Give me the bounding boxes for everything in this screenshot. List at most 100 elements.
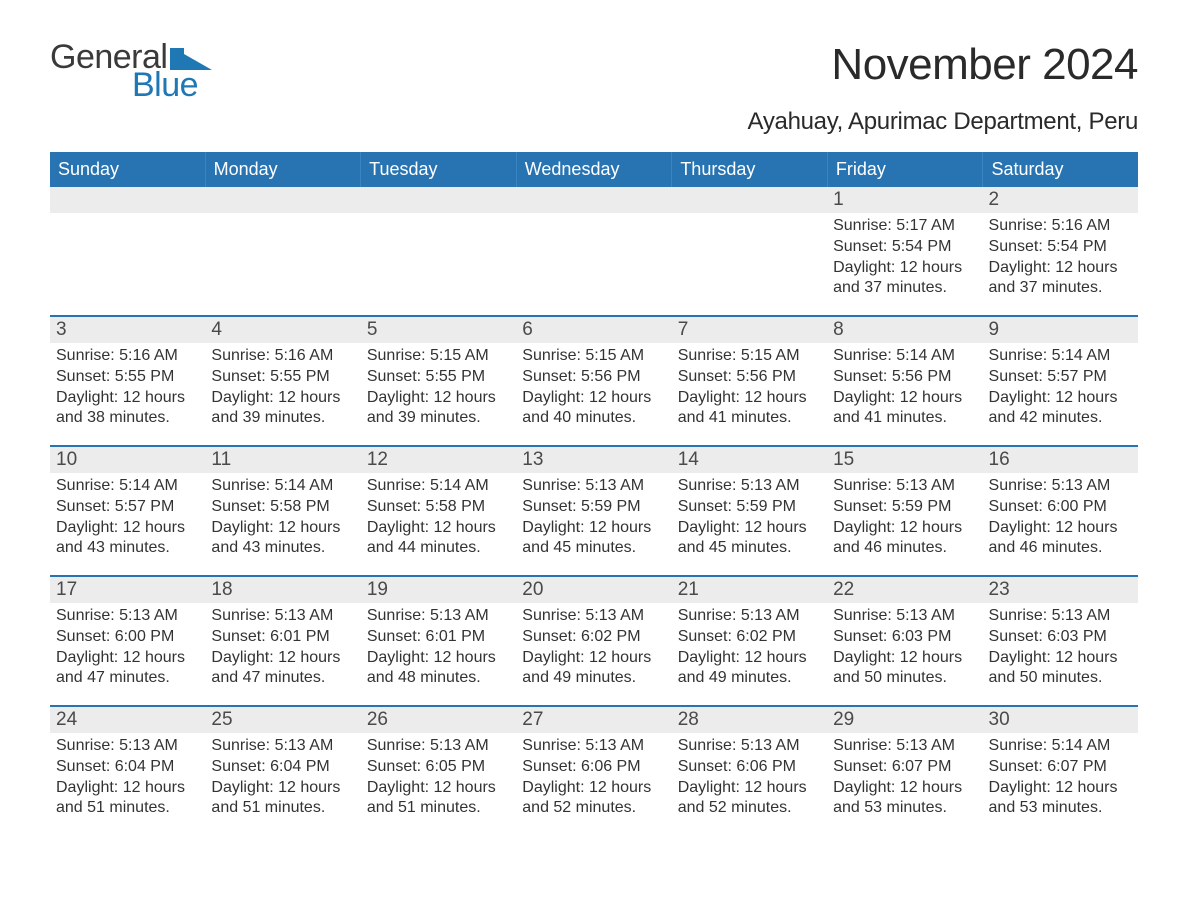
day-cell bbox=[205, 187, 360, 315]
day-info-line: and 48 minutes. bbox=[367, 668, 510, 689]
weekday-header: Thursday bbox=[672, 152, 828, 187]
day-info-line: Daylight: 12 hours bbox=[833, 778, 976, 799]
week-row: 1Sunrise: 5:17 AMSunset: 5:54 PMDaylight… bbox=[50, 187, 1138, 315]
day-cell: 6Sunrise: 5:15 AMSunset: 5:56 PMDaylight… bbox=[516, 317, 671, 445]
calendar: SundayMondayTuesdayWednesdayThursdayFrid… bbox=[50, 152, 1138, 835]
day-number: 24 bbox=[56, 709, 77, 730]
day-info-line: Sunrise: 5:16 AM bbox=[211, 346, 354, 367]
empty-day-bar bbox=[672, 187, 827, 213]
day-info: Sunrise: 5:13 AMSunset: 5:59 PMDaylight:… bbox=[522, 476, 665, 559]
header: General Blue November 2024 bbox=[50, 40, 1138, 102]
day-number: 20 bbox=[522, 579, 543, 600]
day-cell: 25 Sunrise: 5:13 AMSunset: 6:04 PMDayligh… bbox=[205, 707, 360, 835]
day-info-line: Daylight: 12 hours bbox=[56, 648, 199, 669]
day-info: Sunrise: 5:16 AMSunset: 5:55 PMDaylight:… bbox=[56, 346, 199, 429]
day-number: 28 bbox=[678, 709, 699, 730]
day-number-bar: 13 bbox=[516, 447, 671, 473]
empty-day-bar bbox=[205, 187, 360, 213]
day-info: Sunrise: 5:13 AMSunset: 6:03 PMDaylight:… bbox=[989, 606, 1132, 689]
day-info: Sunrise: 5:14 AMSunset: 5:58 PMDaylight:… bbox=[367, 476, 510, 559]
day-info-line: Sunset: 6:01 PM bbox=[367, 627, 510, 648]
day-info-line: and 39 minutes. bbox=[367, 408, 510, 429]
day-number: 15 bbox=[833, 449, 854, 470]
day-cell: 8 Sunrise: 5:14 AMSunset: 5:56 PMDaylight… bbox=[827, 317, 982, 445]
day-info-line: Sunrise: 5:14 AM bbox=[56, 476, 199, 497]
day-number: 18 bbox=[211, 579, 232, 600]
day-info-line: and 52 minutes. bbox=[522, 798, 665, 819]
day-info: Sunrise: 5:13 AMSunset: 6:07 PMDaylight:… bbox=[833, 736, 976, 819]
day-number: 19 bbox=[367, 579, 388, 600]
day-info: Sunrise: 5:16 AMSunset: 5:55 PMDaylight:… bbox=[211, 346, 354, 429]
day-number-bar: 1 bbox=[827, 187, 982, 213]
day-cell: 19Sunrise: 5:13 AMSunset: 6:01 PMDayligh… bbox=[361, 577, 516, 705]
day-info-line: Daylight: 12 hours bbox=[989, 388, 1132, 409]
day-number-bar: 11 bbox=[205, 447, 360, 473]
day-info: Sunrise: 5:13 AMSunset: 6:05 PMDaylight:… bbox=[367, 736, 510, 819]
day-info: Sunrise: 5:13 AMSunset: 6:04 PMDaylight:… bbox=[56, 736, 199, 819]
day-info-line: and 41 minutes. bbox=[678, 408, 821, 429]
day-info-line: Sunset: 6:01 PM bbox=[211, 627, 354, 648]
day-number-bar: 16 bbox=[983, 447, 1138, 473]
day-number: 6 bbox=[522, 319, 533, 340]
day-info-line: Daylight: 12 hours bbox=[367, 388, 510, 409]
day-number: 30 bbox=[989, 709, 1010, 730]
day-info: Sunrise: 5:13 AMSunset: 6:03 PMDaylight:… bbox=[833, 606, 976, 689]
day-info-line: and 50 minutes. bbox=[833, 668, 976, 689]
day-number: 11 bbox=[211, 449, 231, 470]
day-info-line: Sunrise: 5:13 AM bbox=[833, 736, 976, 757]
day-info-line: Sunset: 6:03 PM bbox=[833, 627, 976, 648]
day-info-line: Sunrise: 5:16 AM bbox=[56, 346, 199, 367]
day-cell: 12 Sunrise: 5:14 AMSunset: 5:58 PMDayligh… bbox=[361, 447, 516, 575]
day-number-bar: 15 bbox=[827, 447, 982, 473]
day-info: Sunrise: 5:13 AMSunset: 6:01 PMDaylight:… bbox=[211, 606, 354, 689]
day-number-bar: 23 bbox=[983, 577, 1138, 603]
day-number: 8 bbox=[833, 319, 844, 340]
day-info-line: Sunrise: 5:13 AM bbox=[833, 476, 976, 497]
day-info-line: Sunrise: 5:15 AM bbox=[367, 346, 510, 367]
day-info-line: and 46 minutes. bbox=[989, 538, 1132, 559]
day-info: Sunrise: 5:14 AMSunset: 5:56 PMDaylight:… bbox=[833, 346, 976, 429]
day-info-line: and 53 minutes. bbox=[833, 798, 976, 819]
weekday-header: Wednesday bbox=[517, 152, 673, 187]
day-number: 2 bbox=[989, 189, 1000, 210]
day-info-line: and 47 minutes. bbox=[211, 668, 354, 689]
day-info-line: Sunrise: 5:13 AM bbox=[522, 606, 665, 627]
day-info-line: Sunset: 5:56 PM bbox=[522, 367, 665, 388]
day-number-bar: 12 bbox=[361, 447, 516, 473]
day-info-line: and 51 minutes. bbox=[367, 798, 510, 819]
day-info-line: and 44 minutes. bbox=[367, 538, 510, 559]
day-cell: 28 Sunrise: 5:13 AMSunset: 6:06 PMDayligh… bbox=[672, 707, 827, 835]
day-info: Sunrise: 5:13 AMSunset: 6:06 PMDaylight:… bbox=[678, 736, 821, 819]
weekday-header-row: SundayMondayTuesdayWednesdayThursdayFrid… bbox=[50, 152, 1138, 187]
day-info-line: Sunrise: 5:17 AM bbox=[833, 216, 976, 237]
day-info-line: Sunset: 6:00 PM bbox=[56, 627, 199, 648]
day-info-line: Sunrise: 5:13 AM bbox=[989, 476, 1132, 497]
day-info-line: Sunset: 5:59 PM bbox=[833, 497, 976, 518]
day-info-line: Sunset: 5:56 PM bbox=[833, 367, 976, 388]
day-info-line: and 51 minutes. bbox=[56, 798, 199, 819]
day-info-line: Daylight: 12 hours bbox=[833, 258, 976, 279]
week-row: 3Sunrise: 5:16 AMSunset: 5:55 PMDaylight… bbox=[50, 315, 1138, 445]
day-number-bar: 8 bbox=[827, 317, 982, 343]
day-info-line: and 45 minutes. bbox=[678, 538, 821, 559]
day-info: Sunrise: 5:14 AMSunset: 5:57 PMDaylight:… bbox=[989, 346, 1132, 429]
day-number-bar: 30 bbox=[983, 707, 1138, 733]
day-info-line: Daylight: 12 hours bbox=[522, 648, 665, 669]
day-info: Sunrise: 5:13 AMSunset: 6:00 PMDaylight:… bbox=[989, 476, 1132, 559]
day-number-bar: 25 bbox=[205, 707, 360, 733]
day-info-line: and 43 minutes. bbox=[211, 538, 354, 559]
day-info: Sunrise: 5:13 AMSunset: 6:02 PMDaylight:… bbox=[522, 606, 665, 689]
day-info: Sunrise: 5:15 AMSunset: 5:55 PMDaylight:… bbox=[367, 346, 510, 429]
day-info: Sunrise: 5:13 AMSunset: 6:04 PMDaylight:… bbox=[211, 736, 354, 819]
day-number-bar: 29 bbox=[827, 707, 982, 733]
weekday-header: Sunday bbox=[50, 152, 206, 187]
day-info-line: Sunrise: 5:13 AM bbox=[678, 476, 821, 497]
day-info-line: Sunrise: 5:13 AM bbox=[678, 606, 821, 627]
day-number: 10 bbox=[56, 449, 77, 470]
day-number: 26 bbox=[367, 709, 388, 730]
day-info-line: Sunrise: 5:13 AM bbox=[522, 736, 665, 757]
day-info-line: Sunset: 6:06 PM bbox=[678, 757, 821, 778]
day-info-line: Sunset: 6:05 PM bbox=[367, 757, 510, 778]
day-info-line: Daylight: 12 hours bbox=[211, 518, 354, 539]
day-info-line: Sunrise: 5:13 AM bbox=[56, 736, 199, 757]
